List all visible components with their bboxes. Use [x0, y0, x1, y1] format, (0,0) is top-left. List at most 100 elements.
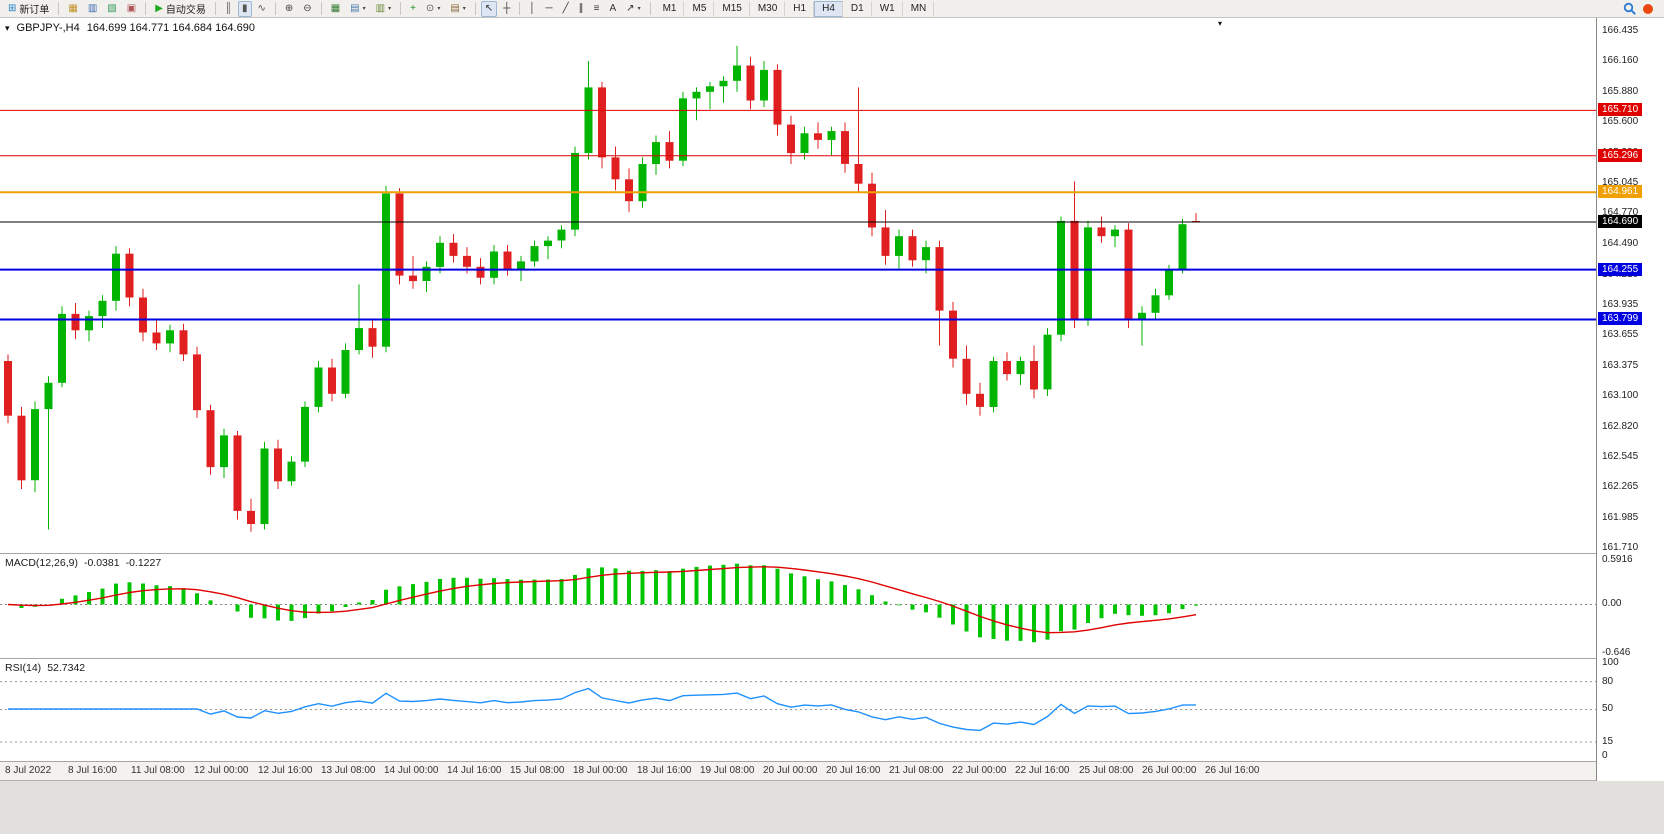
arrows-icon: ↗ [626, 2, 635, 14]
candlestick-chart-button[interactable]: ▮ [238, 0, 252, 17]
price-tick: 162.545 [1602, 451, 1639, 462]
candle-body [584, 87, 593, 154]
price-tick: 162.820 [1602, 421, 1639, 432]
dropdown-caret-icon: ▾ [362, 6, 366, 12]
one-click-trading-arrow[interactable]: ▾ [5, 22, 10, 33]
price-tick: 163.935 [1602, 299, 1639, 310]
candle-body [719, 80, 728, 87]
profiles-button[interactable]: ▥ ▾ [372, 1, 395, 17]
candle-body [31, 409, 39, 481]
new-order-button[interactable]: ⊞ 新订单 [4, 1, 53, 17]
cursor-button[interactable]: ↖ [480, 0, 498, 17]
text-button[interactable]: A [606, 1, 621, 17]
templates-button[interactable]: ▤ ▾ [446, 1, 469, 17]
candle-body [287, 461, 296, 482]
candlestick-icon: ▮ [242, 2, 248, 14]
macd-value-main: -0.0381 [83, 557, 120, 569]
timeframe-m30-button[interactable]: M30 [750, 0, 786, 17]
time-axis-label: 18 Jul 00:00 [573, 765, 628, 776]
bar-chart-button[interactable]: ║ [221, 1, 236, 17]
price-tick: 163.375 [1602, 360, 1639, 371]
macd-value-signal: -0.1227 [125, 557, 162, 569]
price-line-label: 164.690 [1598, 215, 1643, 228]
zoom-out-icon: ⊖ [303, 2, 312, 14]
timeframe-m15-button[interactable]: M15 [714, 0, 750, 17]
timeframe-mn-button[interactable]: MN [903, 0, 935, 17]
rsi-value: 52.7342 [47, 662, 86, 674]
templates-icon: ▤ [450, 2, 460, 14]
timeframe-w1-button[interactable]: W1 [872, 0, 903, 17]
candle-body [841, 131, 849, 164]
timeframe-h4-button[interactable]: H4 [814, 0, 843, 17]
macd-label: MACD(12,26,9) -0.0381 -0.1227 [5, 557, 161, 569]
price-line-label: 165.710 [1598, 103, 1643, 116]
fibonacci-button[interactable]: ≡ [590, 1, 604, 17]
price-tick: 165.600 [1602, 116, 1639, 127]
candle-body [71, 313, 80, 331]
tile-windows-button[interactable]: ▦ [327, 1, 344, 17]
arrows-button[interactable]: ↗ ▾ [622, 1, 644, 17]
channel-button[interactable]: ∥ [575, 1, 588, 17]
rsi-axis-label: 0 [1602, 750, 1608, 761]
candle-body [355, 328, 363, 350]
text-icon: A [609, 2, 617, 14]
price-axis[interactable]: 166.435166.160165.880165.600165.320165.0… [1596, 18, 1664, 781]
candle-body [517, 261, 525, 270]
timeframe-m1-button[interactable]: M1 [655, 0, 685, 17]
periods-button[interactable]: ⊙ ▾ [422, 1, 444, 17]
candle-body [625, 179, 633, 202]
candle-body [328, 367, 336, 394]
candle-body [1030, 361, 1038, 390]
candle-body [395, 193, 404, 276]
autotrading-button[interactable]: ▶ 自动交易 [151, 1, 210, 17]
time-axis-label: 8 Jul 16:00 [68, 765, 117, 776]
fibonacci-icon: ≡ [593, 2, 600, 14]
timeframe-d1-button[interactable]: D1 [843, 0, 872, 17]
candle-body [706, 86, 714, 92]
dropdown-caret-icon: ▾ [437, 6, 441, 12]
toolbar-separator [400, 2, 402, 15]
vertical-line-icon: │ [529, 2, 536, 14]
periods-icon: ⊙ [425, 2, 435, 14]
price-tick: 165.045 [1602, 177, 1639, 188]
market-watch-button[interactable]: ▦ [64, 1, 81, 17]
notification-icon[interactable] [1643, 3, 1653, 14]
timeframe-m5-button-label: M5 [692, 3, 707, 14]
time-axis-label: 20 Jul 16:00 [826, 765, 881, 776]
dropdown-caret-icon: ▾ [637, 6, 641, 12]
navigator-button[interactable]: ▧ [103, 1, 120, 17]
zoom-out-button[interactable]: ⊖ [299, 1, 315, 17]
candle-body [1124, 229, 1133, 320]
zoom-in-icon: ⊕ [284, 2, 294, 14]
vertical-line-button[interactable]: │ [525, 1, 539, 17]
time-axis[interactable]: 8 Jul 2022 8 Jul 16:00 11 Jul 08:00 12 Jul … [0, 762, 1596, 781]
bottom-area [0, 781, 1664, 834]
line-chart-button[interactable]: ∿ [254, 1, 270, 17]
dropdown-caret-icon: ▾ [462, 6, 466, 12]
macd-pane[interactable]: MACD(12,26,9) -0.0381 -0.1227 [0, 554, 1596, 659]
timeframe-h1-button[interactable]: H1 [785, 0, 815, 17]
data-window-button[interactable]: ▥ [84, 1, 101, 17]
candle-body [814, 133, 822, 140]
candle-body [1003, 361, 1011, 375]
time-axis-label: 26 Jul 00:00 [1142, 765, 1197, 776]
main-chart-pane[interactable]: ▾ GBPJPY-,H4 164.699 164.771 164.684 164… [0, 18, 1596, 554]
timeframe-d1-button-label: D1 [850, 3, 864, 14]
search-button[interactable] [1623, 2, 1636, 15]
candle-body [611, 157, 620, 180]
terminal-button[interactable]: ▣ [123, 1, 140, 17]
candle-body [85, 316, 93, 331]
candle-body [908, 236, 917, 261]
crosshair-icon: ┼ [503, 2, 511, 14]
horizontal-line-button[interactable]: ─ [542, 1, 557, 17]
rsi-pane[interactable]: RSI(14) 52.7342 [0, 659, 1596, 762]
timeframe-m5-button[interactable]: M5 [684, 0, 715, 17]
zoom-in-button[interactable]: ⊕ [281, 1, 297, 17]
crosshair-button[interactable]: ┼ [499, 1, 514, 17]
candle-body [1178, 224, 1187, 270]
macd-signal-line [7, 566, 1197, 634]
new-chart-button[interactable]: ▤ ▾ [346, 1, 369, 17]
trendline-button[interactable]: ╱ [559, 1, 573, 17]
candle-body [503, 251, 512, 269]
indicators-button[interactable]: + [406, 1, 420, 17]
